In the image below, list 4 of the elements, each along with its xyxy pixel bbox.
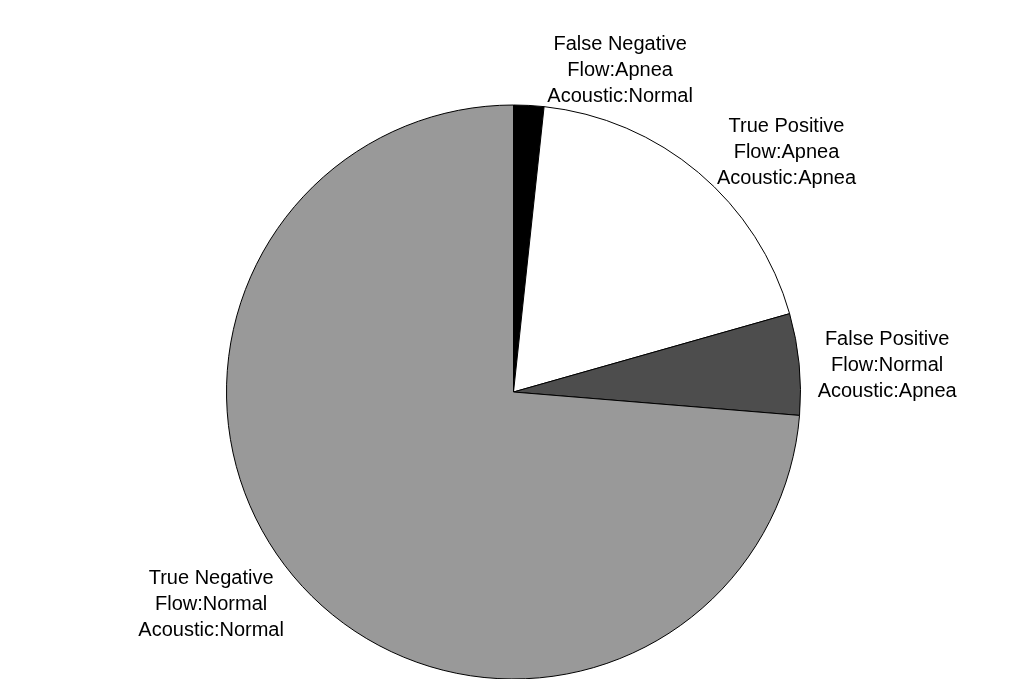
slice-label: False Positive Flow:Normal Acoustic:Apnea [817, 326, 958, 401]
slice-label: False Negative Flow:Apnea Acoustic:Normal [547, 31, 693, 106]
slice-label: True Positive Flow:Apnea Acoustic:Apnea [717, 113, 857, 188]
slice-label: True Negative Flow:Normal Acoustic:Normal [138, 566, 284, 641]
